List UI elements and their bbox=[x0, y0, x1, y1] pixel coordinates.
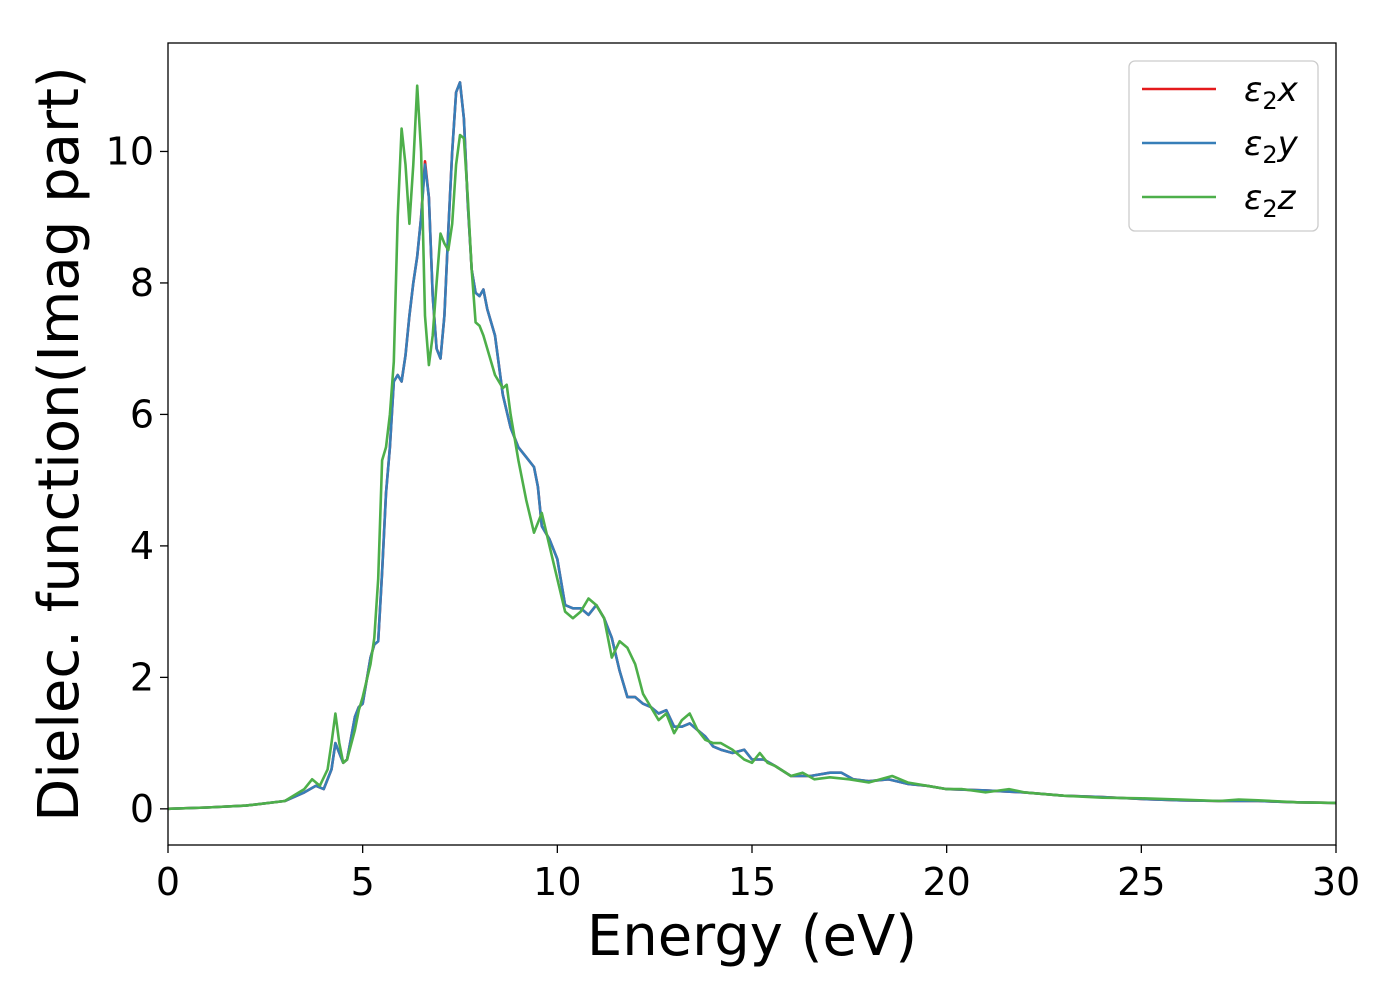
legend-label: ε2x bbox=[1244, 70, 1299, 115]
legend: ε2x ε2y ε2z bbox=[1128, 60, 1319, 232]
y-tick-label: 2 bbox=[130, 655, 154, 699]
legend-label: ε2y bbox=[1244, 124, 1299, 169]
x-tick-label: 30 bbox=[1312, 860, 1360, 904]
x-tick-label: 10 bbox=[533, 860, 581, 904]
series-lines bbox=[167, 81, 1337, 811]
y-tick-label: 10 bbox=[106, 129, 154, 173]
y-tick-label: 0 bbox=[130, 787, 154, 831]
x-tick-label: 15 bbox=[728, 860, 776, 904]
x-tick-label: 25 bbox=[1117, 860, 1165, 904]
legend-box bbox=[1128, 60, 1319, 232]
y-axis-ticks: 0 2 4 6 8 10 bbox=[106, 129, 168, 831]
x-tick-label: 20 bbox=[922, 860, 970, 904]
y-tick-label: 6 bbox=[130, 392, 154, 436]
y-axis-title: Dielec. function(Imag part) bbox=[27, 66, 92, 822]
x-axis-ticks: 0 5 10 15 20 25 30 bbox=[156, 845, 1360, 904]
series-line-3 bbox=[167, 84, 1337, 811]
y-tick-label: 8 bbox=[130, 261, 154, 305]
x-tick-label: 5 bbox=[351, 860, 375, 904]
legend-label: ε2z bbox=[1244, 178, 1297, 223]
x-tick-label: 0 bbox=[156, 860, 180, 904]
x-axis-title: Energy (eV) bbox=[587, 904, 917, 969]
y-tick-label: 4 bbox=[130, 524, 154, 568]
series-line-2 bbox=[167, 81, 1337, 811]
